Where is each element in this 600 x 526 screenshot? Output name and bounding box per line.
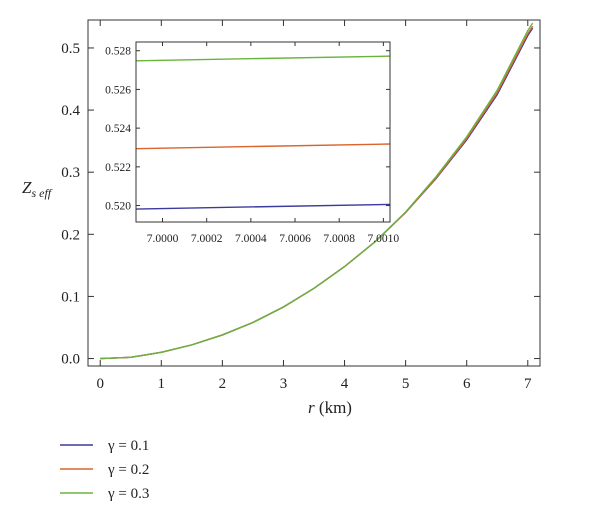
- inset-x-tick-label: 7.0002: [191, 233, 223, 245]
- main-x-tick-label: 2: [219, 376, 227, 392]
- main-x-tick-label: 1: [158, 376, 166, 392]
- main-x-tick-label: 0: [96, 376, 104, 392]
- main-x-tick-label: 5: [402, 376, 410, 392]
- inset-y-tick-label: 0.528: [105, 46, 131, 58]
- y-axis-variable: Z: [22, 178, 32, 197]
- inset-series-line-3: [135, 55, 391, 62]
- inset-y-tick-label: 0.526: [105, 84, 131, 96]
- y-axis-title: Zs eff: [22, 178, 53, 200]
- main-x-tick-label: 3: [280, 376, 288, 392]
- inset-x-tick-label: 7.0006: [279, 233, 311, 245]
- legend-label: γ = 0.1: [107, 438, 149, 454]
- inset-series-line-1: [135, 203, 391, 210]
- legend: γ = 0.1 γ = 0.2 γ = 0.3: [60, 438, 149, 502]
- inset-x-axis-ticks: 7.0000 7.0002 7.0004 7.0006 7.0008 7.0010: [147, 42, 400, 245]
- inset-y-tick-label: 0.520: [105, 201, 131, 213]
- inset-plot-frame: [135, 41, 391, 223]
- main-y-axis-ticks: 0.0 0.1 0.2 0.3 0.4 0.5: [61, 41, 540, 368]
- main-x-axis-ticks: 0 1 2 3 4 5 6 7: [96, 20, 532, 392]
- inset-x-tick-label: 7.0010: [368, 233, 400, 245]
- main-y-tick-label: 0.5: [61, 41, 80, 57]
- main-plot-frame: [87, 19, 541, 367]
- y-axis-subscript: s eff: [31, 186, 52, 200]
- inset-x-tick-label: 7.0000: [147, 233, 179, 245]
- inset-x-tick-label: 7.0004: [235, 233, 267, 245]
- legend-label: γ = 0.2: [107, 462, 149, 478]
- main-x-tick-label: 7: [524, 376, 532, 392]
- inset-y-tick-label: 0.522: [105, 162, 131, 174]
- main-plot: 0 1 2 3 4 5 6 7 0.0 0.1 0.2 0.3 0.4 0.5 r (km) Zs ef…: [22, 19, 541, 417]
- inset-plot: 7.0000 7.0002 7.0004 7.0006 7.0008 7.0010 0.5…: [105, 41, 400, 245]
- inset-x-tick-label: 7.0008: [323, 233, 355, 245]
- inset-series-line-2: [135, 143, 391, 150]
- inset-background: [136, 42, 390, 222]
- main-y-tick-label: 0.0: [61, 352, 80, 368]
- x-axis-variable: r: [308, 398, 315, 417]
- inset-series-lines: [135, 55, 391, 210]
- inset-y-tick-label: 0.524: [105, 123, 131, 135]
- main-y-tick-label: 0.4: [61, 103, 80, 119]
- legend-label: γ = 0.3: [107, 486, 149, 502]
- main-x-tick-label: 6: [463, 376, 471, 392]
- main-y-tick-label: 0.1: [61, 289, 80, 305]
- main-y-tick-label: 0.3: [61, 165, 80, 181]
- main-x-tick-label: 4: [341, 376, 349, 392]
- main-series-line-3: [100, 22, 534, 360]
- x-axis-unit: (km): [315, 398, 352, 417]
- inset-y-axis-ticks: 0.520 0.522 0.524 0.526 0.528: [105, 46, 390, 213]
- x-axis-title: r (km): [308, 398, 352, 417]
- main-y-tick-label: 0.2: [61, 227, 80, 243]
- main-series-lines: [100, 22, 534, 360]
